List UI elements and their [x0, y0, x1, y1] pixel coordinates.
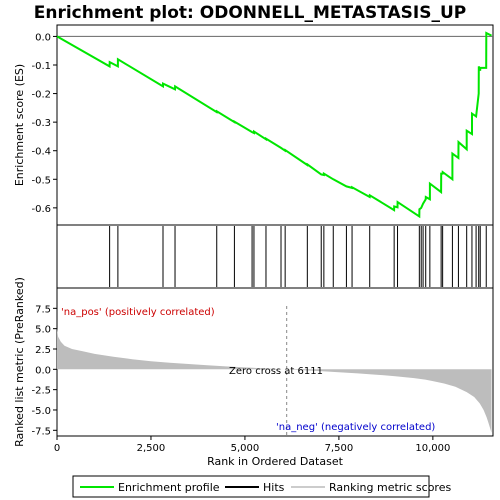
es-panel: 0.0 -0.1 -0.2 -0.3 -0.4 -0.5 -0.6 Enrichment s… [13, 24, 494, 226]
es-tick-label: -0.4 [31, 147, 51, 158]
metric-tick-label: -2.5 [31, 386, 51, 397]
metric-tick-label: 2.5 [35, 345, 51, 356]
es-tick-label: -0.6 [31, 204, 51, 215]
legend-hits-label: Hits [263, 481, 285, 494]
metric-tick-label: 7.5 [35, 304, 51, 315]
x-tick-label: 7,500 [325, 443, 354, 454]
legend: Enrichment profile Hits Ranking metric s… [72, 475, 451, 498]
chart-title: Enrichment plot: ODONNELL_METASTASIS_UP [34, 3, 466, 23]
es-tick-label: 0.0 [35, 32, 51, 43]
metric-tick-label: 5.0 [35, 325, 51, 336]
x-tick-label: 0 [54, 443, 60, 454]
metric-tick-label: 0.0 [35, 365, 51, 376]
es-tick-label: -0.1 [31, 61, 51, 72]
es-tick-label: -0.2 [31, 90, 51, 101]
x-tick-label: 2,500 [137, 443, 166, 454]
es-tick-label: -0.3 [31, 118, 51, 129]
hits-frame [56, 224, 494, 289]
es-plot-frame [56, 24, 494, 226]
neg-correlated-label: 'na_neg' (negatively correlated) [276, 422, 435, 433]
zero-cross-label: Zero cross at 6111 [229, 366, 323, 377]
enrichment-profile-line [56, 31, 492, 219]
es-tick-label: -0.5 [31, 175, 51, 186]
pos-correlated-label: 'na_pos' (positively correlated) [61, 307, 215, 318]
legend-metric-label: Ranking metric scores [329, 481, 451, 494]
x-tick-label: 5,000 [231, 443, 260, 454]
metric-panel: 7.5 5.0 2.5 0.0 -2.5 -5.0 -7.5 0 2,500 5,000 7,50… [13, 277, 494, 468]
legend-enrichment-label: Enrichment profile [118, 481, 220, 494]
es-axis-label: Enrichment score (ES) [13, 64, 26, 186]
metric-tick-label: -7.5 [31, 426, 51, 437]
x-axis-label: Rank in Ordered Dataset [207, 455, 344, 468]
metric-axis-label: Ranked list metric (PreRanked) [13, 277, 26, 447]
x-tick-label: 10,000 [415, 443, 450, 454]
hits-panel [56, 224, 494, 289]
metric-tick-label: -5.0 [31, 406, 51, 417]
